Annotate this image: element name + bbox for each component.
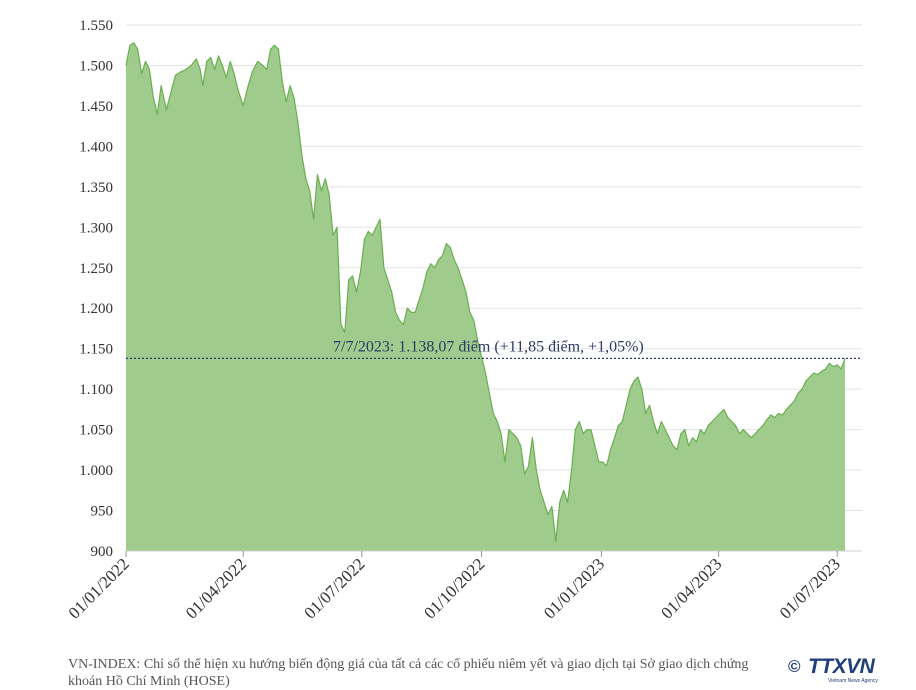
x-tick-label: 01/01/2023 [540,554,608,622]
x-tick-label: 01/10/2022 [420,554,488,622]
y-tick-label: 1.150 [79,342,113,358]
y-tick-label: 1.300 [79,220,113,236]
x-tick-label: 01/01/2022 [65,554,133,622]
y-axis: 900 950 1.000 1.050 1.100 1.150 1.200 1.250 1.30… [79,18,113,560]
y-tick-label: 900 [91,544,114,560]
annotation-label: 7/7/2023: 1.138,07 điểm (+11,85 điểm, +1… [333,338,644,355]
logo-subtitle: Vietnam News Agency [828,678,878,684]
x-tick-label: 01/04/2022 [182,554,250,622]
logo-name: TTXVN [808,655,875,678]
area-fill [126,42,845,552]
y-tick-label: 1.050 [79,423,113,439]
y-tick-label: 1.400 [79,139,113,155]
y-tick-label: 1.250 [79,261,113,277]
y-tick-label: 1.000 [79,463,113,479]
x-tick-label: 01/07/2023 [776,554,844,622]
series-line [125,42,846,542]
ttxvn-logo: © TTXVN Vietnam News Agency [788,655,888,685]
y-tick-label: 1.350 [79,180,113,196]
vnindex-area-chart: 900 950 1.000 1.050 1.100 1.150 1.200 1.250 1.30… [65,18,862,623]
y-tick-label: 1.450 [79,99,113,115]
x-axis: 01/01/2022 01/04/2022 01/07/2022 01/10/2022… [65,550,862,623]
y-tick-label: 1.500 [79,58,113,74]
area-layer [125,42,846,552]
x-tick-label: 01/07/2022 [300,554,368,622]
y-tick-label: 1.200 [79,301,113,317]
footer-caption: VN-INDEX: Chỉ số thể hiện xu hướng biến … [68,657,749,689]
y-tick-label: 950 [91,504,114,520]
copyright-icon: © [788,657,801,676]
x-tick-label: 01/04/2023 [657,554,725,622]
y-tick-label: 1.100 [79,382,113,398]
y-tick-label: 1.550 [79,18,113,34]
